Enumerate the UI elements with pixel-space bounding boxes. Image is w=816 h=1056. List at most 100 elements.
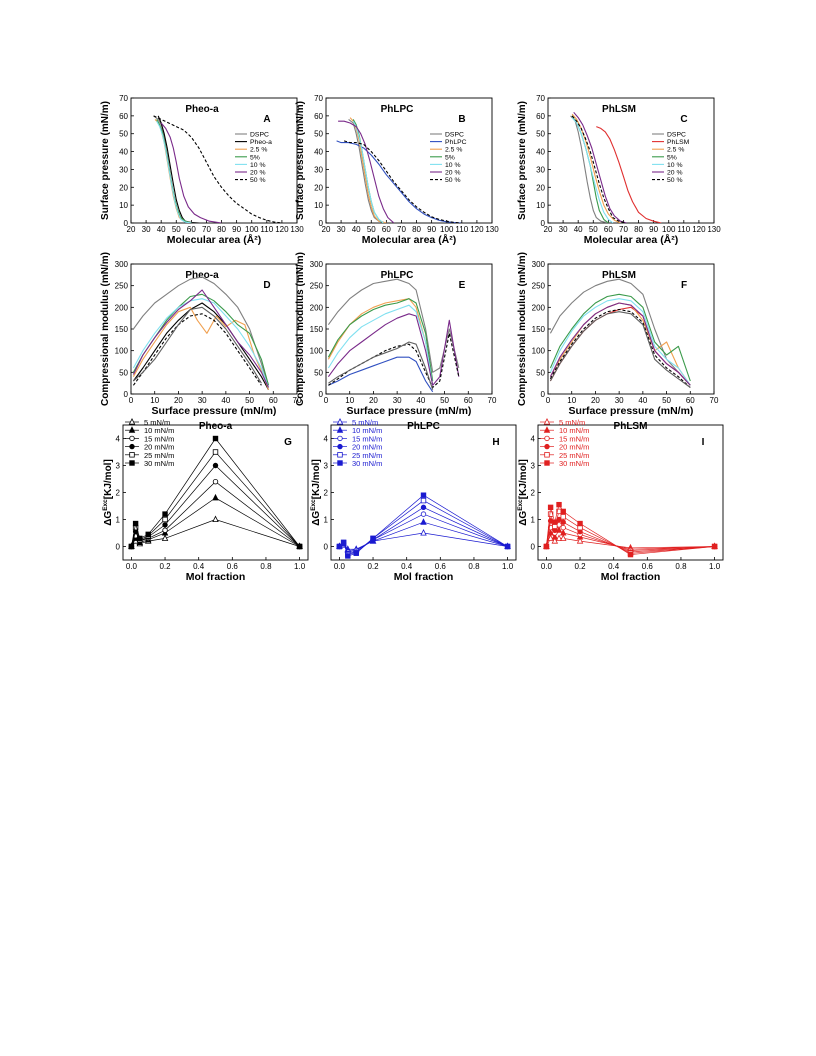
plot-frame: [325, 97, 493, 224]
series-line-dspc: [348, 118, 387, 223]
x-tick-label: 0.6: [642, 562, 654, 571]
y-tick-label: 30: [314, 165, 323, 174]
legend-marker: [129, 460, 135, 466]
legend-label: 2.5 %: [445, 147, 462, 154]
panel-label: F: [681, 280, 687, 291]
panel-f: 0 10 20 30 40 50 60 70 0 50 100 150 200 250 300 Surface…: [517, 252, 719, 417]
legend-label: 50 %: [250, 177, 266, 184]
x-tick-label: 120: [470, 225, 484, 234]
data-point: [552, 519, 558, 525]
legend-marker: [544, 443, 550, 450]
x-tick-label: 20: [174, 396, 183, 405]
legend-marker: [129, 452, 135, 458]
legend-label: 10 %: [250, 162, 266, 169]
y-tick-label: 250: [115, 282, 129, 291]
x-axis-label: Surface pressure (mN/m): [347, 405, 472, 417]
x-tick-label: 1.0: [502, 562, 514, 571]
x-tick-label: 90: [232, 225, 241, 234]
y-tick-label: 100: [115, 347, 129, 356]
y-tick-label: 50: [536, 368, 545, 377]
y-tick-label: 0: [319, 390, 324, 399]
y-tick-label: 10: [314, 201, 323, 210]
x-axis-label: Molecular area (Å²): [362, 233, 457, 246]
legend-marker: [337, 452, 343, 458]
y-tick-label: 20: [314, 183, 323, 192]
x-axis-label: Mol fraction: [394, 571, 454, 583]
y-tick-label: 300: [310, 260, 324, 269]
legend-label: 5%: [250, 154, 260, 161]
x-tick-label: 40: [157, 225, 166, 234]
legend-label: 5 mN/m: [352, 418, 378, 427]
y-tick-label: 100: [310, 347, 324, 356]
x-tick-label: 110: [677, 225, 690, 234]
series-line-10-: [571, 117, 614, 223]
legend-label: PhLSM: [667, 139, 690, 146]
y-tick-label: 2: [531, 489, 536, 498]
y-tick-label: 1: [116, 516, 121, 525]
legend-label: 2.5 %: [667, 147, 684, 154]
x-tick-label: 0: [546, 396, 551, 405]
y-tick-label: 50: [119, 368, 128, 377]
y-tick-label: 0: [124, 219, 129, 228]
series-line-2-5-: [154, 119, 192, 223]
data-point: [212, 449, 219, 455]
data-point: [162, 527, 168, 533]
data-point: [212, 479, 219, 485]
data-point: [212, 515, 219, 522]
x-axis-label: Surface pressure (mN/m): [569, 405, 694, 417]
legend-label: 30 mN/m: [352, 459, 382, 468]
x-tick-label: 20: [369, 396, 378, 405]
y-tick-label: 50: [314, 130, 323, 139]
data-point: [353, 550, 359, 556]
x-tick-label: 50: [662, 396, 671, 405]
x-tick-label: 60: [269, 396, 278, 405]
data-point: [420, 511, 427, 517]
panel-label: A: [263, 114, 270, 125]
legend-label: 20 %: [250, 170, 266, 177]
data-point: [560, 519, 566, 525]
data-point: [556, 501, 562, 508]
x-tick-label: 20: [322, 225, 331, 234]
legend-label: 5 mN/m: [144, 418, 170, 427]
data-point: [345, 553, 351, 559]
series-group: [128, 435, 303, 550]
legend-marker: [128, 418, 136, 425]
legend-label: 10 %: [445, 162, 461, 169]
x-tick-label: 0: [324, 396, 329, 405]
data-point: [340, 539, 347, 546]
data-point: [711, 543, 718, 550]
y-tick-label: 20: [119, 183, 128, 192]
x-tick-label: 0.0: [126, 562, 138, 571]
y-tick-label: 3: [531, 462, 536, 471]
x-tick-label: 20: [591, 396, 600, 405]
x-tick-label: 40: [352, 225, 361, 234]
x-tick-label: 30: [142, 225, 151, 234]
x-tick-label: 90: [649, 225, 658, 234]
panel-c: 20 30 40 50 60 70 80 90 100 110 120 130 0 10 20 30 40 50 6…: [517, 94, 721, 246]
legend-label: 10 mN/m: [144, 426, 174, 435]
legend-label: 30 mN/m: [559, 459, 589, 468]
x-tick-label: 60: [464, 396, 473, 405]
y-tick-label: 4: [116, 435, 121, 444]
y-tick-label: 200: [310, 303, 324, 312]
legend-marker: [543, 418, 551, 425]
data-point: [212, 493, 219, 501]
legend-marker: [337, 435, 343, 442]
y-tick-label: 70: [119, 94, 128, 103]
x-tick-label: 130: [485, 225, 499, 234]
data-point: [559, 529, 567, 536]
data-point: [547, 511, 554, 517]
legend-label: 25 mN/m: [559, 451, 589, 460]
series-line-2: [132, 306, 270, 390]
data-point: [420, 492, 427, 498]
x-tick-label: 90: [427, 225, 436, 234]
panel-label: H: [492, 437, 499, 448]
series-line-5: [327, 313, 460, 386]
series-line-20-: [573, 111, 627, 223]
legend-marker: [336, 418, 344, 425]
series-group: [336, 492, 511, 559]
legend-label: 20 mN/m: [559, 443, 589, 452]
legend-label: 15 mN/m: [559, 434, 589, 443]
data-point: [420, 497, 427, 504]
data-point: [504, 543, 511, 550]
